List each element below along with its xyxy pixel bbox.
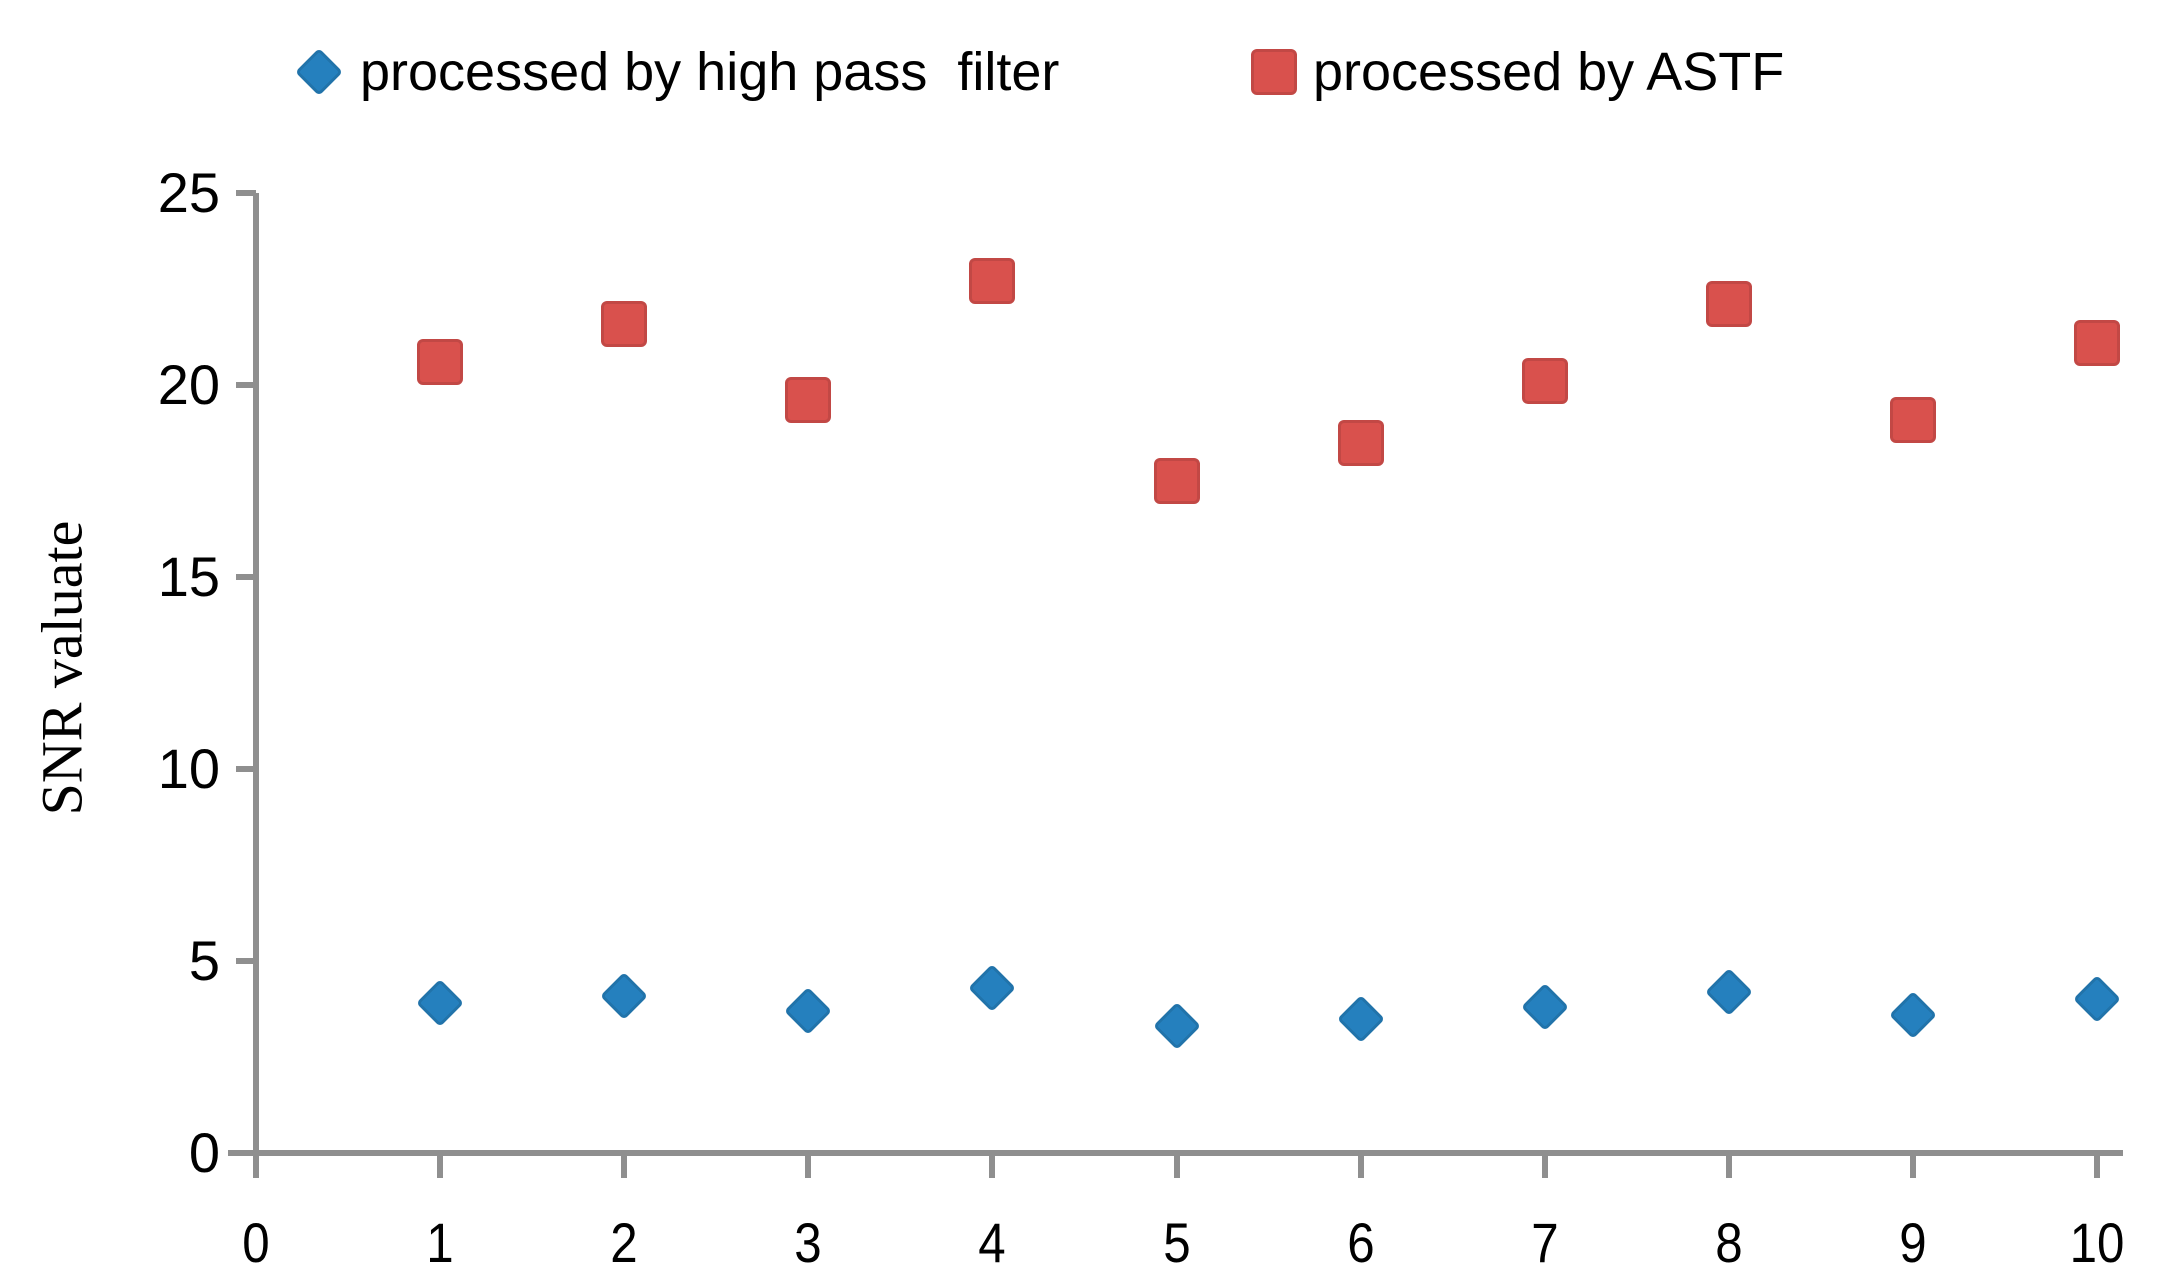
x-tick-label: 2 [610,1211,638,1274]
x-tick-label: 5 [1162,1211,1191,1274]
data-point-marker [1152,1002,1201,1051]
y-tick-label: 10 [157,737,220,800]
y-tick-label: 0 [188,1121,220,1184]
data-point-marker [417,338,464,385]
x-tick-label: 1 [426,1211,454,1274]
x-axis-line [228,1150,2123,1156]
data-point-marker [784,986,833,1035]
data-point-marker [1704,967,1753,1016]
x-tick-label: 0 [242,1211,270,1274]
x-tick [437,1156,444,1178]
y-tick-label: 15 [157,545,220,608]
data-point-marker [600,971,649,1020]
x-tick [1357,1156,1364,1178]
y-tick [236,1150,256,1156]
y-tick [236,766,256,772]
y-tick [236,382,256,388]
data-point-marker [1521,358,1568,405]
x-tick-label: 3 [794,1211,823,1274]
data-point-marker [1888,990,1937,1039]
y-tick [236,574,256,580]
x-tick-label: 8 [1715,1211,1743,1274]
x-tick [1173,1156,1180,1178]
x-tick [1725,1156,1732,1178]
legend-label: processed by ASTF [1313,42,1785,102]
x-tick-label: 4 [978,1211,1007,1274]
x-tick [253,1156,259,1178]
square-marker-icon [1251,49,1297,95]
x-tick-label: 9 [1899,1211,1927,1274]
data-point-marker [2072,975,2122,1024]
x-tick-label: 10 [2069,1211,2125,1274]
data-point-marker [785,377,832,424]
data-point-marker [416,979,465,1028]
data-point-marker [1705,281,1752,328]
x-tick [2094,1156,2100,1178]
y-axis-line [253,193,259,1156]
legend-item-astf: processed by ASTF [1251,42,1784,102]
data-point-marker [1153,458,1200,504]
y-tick-label: 5 [188,929,220,992]
x-tick [1909,1156,1916,1178]
legend-item-high-pass-filter: processed by high pass filter [294,42,1059,102]
data-point-marker [601,300,648,347]
data-point-marker [968,963,1017,1012]
data-point-marker [1337,419,1384,466]
x-tick-label: 6 [1346,1211,1375,1274]
diamond-marker-icon [294,47,344,97]
x-tick [621,1156,628,1178]
x-tick [1541,1156,1548,1178]
y-tick-label: 20 [157,353,220,416]
legend-label: processed by high pass filter [360,42,1060,102]
x-tick [805,1156,812,1178]
x-tick [989,1156,996,1178]
y-tick [236,958,256,964]
data-point-marker [1336,994,1385,1043]
x-tick-label: 7 [1530,1211,1559,1274]
data-point-marker [969,258,1016,305]
data-point-marker [1889,396,1936,443]
data-point-marker [2074,319,2120,366]
data-point-marker [1520,983,1569,1032]
y-tick [236,190,256,196]
y-tick-label: 25 [157,161,220,224]
